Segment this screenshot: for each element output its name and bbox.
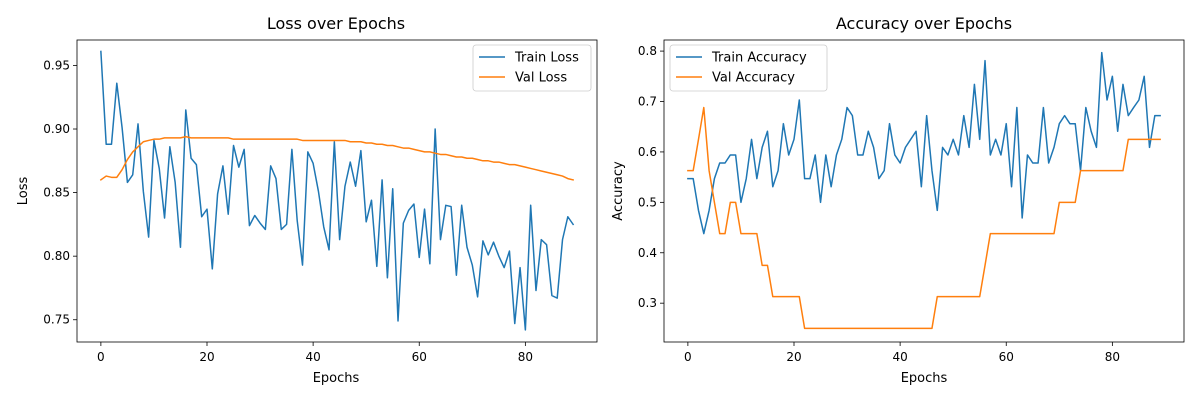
loss-chart-x-tick-label: 80 (518, 350, 533, 364)
accuracy-chart-y-tick-label: 0.7 (638, 95, 657, 109)
accuracy-chart-x-tick-label: 80 (1105, 350, 1120, 364)
accuracy-chart-legend-label-0: Train Accuracy (711, 51, 807, 66)
loss-chart-y-tick-label: 0.90 (43, 122, 70, 136)
accuracy-chart-x-tick-label: 0 (684, 350, 692, 364)
loss-chart-x-axis-label: Epochs (313, 371, 360, 386)
accuracy-chart-y-tick-label: 0.6 (638, 145, 657, 159)
accuracy-chart-y-tick-label: 0.8 (638, 44, 657, 58)
accuracy-chart-axes-frame (663, 39, 1185, 343)
loss-chart-y-tick-label: 0.95 (43, 58, 70, 72)
loss-chart-y-tick-label: 0.75 (43, 313, 70, 327)
loss-chart-x-tick-label: 0 (97, 350, 105, 364)
loss-chart-marks: 0 20 40 60 80 0.75 0.80 0.85 0.90 0.95 Train Loss V… (43, 39, 598, 364)
accuracy-chart-marks: 0 20 40 60 80 0.3 0.4 0.5 0.6 0.7 0.8 Train Accurac… (638, 39, 1185, 364)
loss-chart-x-tick-label: 60 (412, 350, 427, 364)
accuracy-chart-y-tick-label: 0.3 (638, 296, 657, 310)
accuracy-chart-y-axis-label: Accuracy (611, 161, 626, 221)
loss-chart-series-line-1 (99, 135, 575, 181)
accuracy-chart-x-tick-label: 40 (892, 350, 907, 364)
loss-chart-legend-label-1: Val Loss (515, 71, 567, 86)
loss-chart-title: Loss over Epochs (267, 14, 405, 33)
accuracy-chart-title: Accuracy over Epochs (836, 14, 1012, 33)
loss-chart: Loss over Epochs Epochs Loss 0 20 40 60 80 0.… (16, 14, 598, 386)
accuracy-chart-y-tick-label: 0.4 (638, 246, 657, 260)
loss-chart-y-tick-label: 0.80 (43, 249, 70, 263)
accuracy-chart-legend-label-1: Val Accuracy (712, 71, 795, 86)
accuracy-chart-x-tick-label: 60 (999, 350, 1014, 364)
accuracy-chart-series-line-0 (687, 51, 1161, 235)
accuracy-chart-y-tick-label: 0.5 (638, 195, 657, 209)
accuracy-chart-x-axis-label: Epochs (901, 371, 948, 386)
accuracy-chart: Accuracy over Epochs Epochs Accuracy 0 20… (611, 14, 1185, 386)
loss-chart-y-tick-label: 0.85 (43, 186, 70, 200)
loss-chart-axes-frame (76, 39, 598, 343)
accuracy-chart-x-tick-label: 20 (786, 350, 801, 364)
loss-chart-y-axis-label: Loss (16, 177, 31, 206)
loss-chart-x-tick-label: 40 (305, 350, 320, 364)
accuracy-chart-series-line-1 (687, 106, 1161, 330)
loss-chart-legend-label-0: Train Loss (514, 51, 579, 66)
accuracy-chart-legend-box (669, 44, 828, 92)
loss-chart-series-line-0 (100, 50, 575, 331)
loss-chart-x-tick-label: 20 (199, 350, 214, 364)
